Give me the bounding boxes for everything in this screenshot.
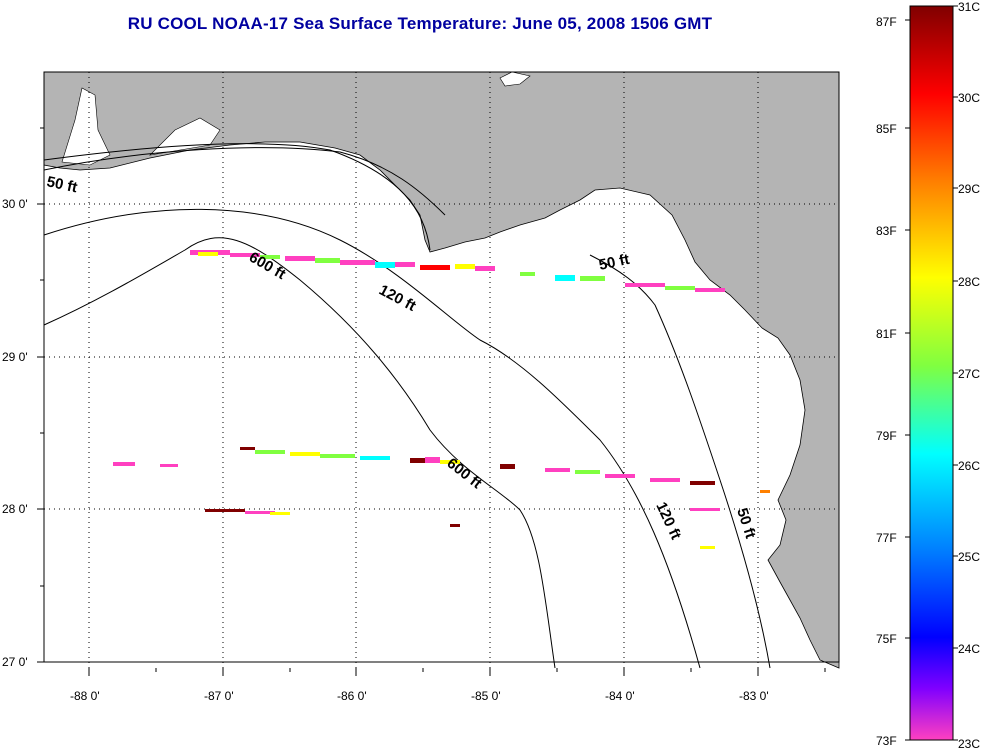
colorbar-f-label: 85F: [876, 122, 897, 136]
colorbar-f-label: 83F: [876, 224, 897, 238]
lon-label: -85 0': [471, 689, 501, 703]
colorbar-ticks: [905, 5, 958, 741]
land-inlet: [61, 87, 111, 166]
map-title: RU COOL NOAA-17 Sea Surface Temperature:…: [127, 14, 713, 33]
colorbar-f-label: 73F: [876, 734, 897, 748]
colorbar-f-label: 79F: [876, 429, 897, 443]
colorbar-c-label: 24C: [958, 642, 980, 656]
contour-600ft: [43, 237, 556, 669]
lon-label: -88 0': [70, 689, 100, 703]
colorbar-c-label: 25C: [958, 550, 980, 564]
depth-label: 50 ft: [597, 251, 631, 274]
shoreline-offshore: [43, 143, 431, 251]
lat-label: 29 0': [2, 350, 28, 364]
sst-swath-south: [113, 447, 770, 549]
colorbar-c-label: 30C: [958, 91, 980, 105]
colorbar-f-label: 81F: [876, 327, 897, 341]
sst-swath-north: [190, 250, 725, 292]
lat-label: 27 0': [2, 655, 28, 669]
lat-label: 30 0': [2, 197, 28, 211]
lon-label: -83 0': [739, 689, 769, 703]
land-inlet: [149, 117, 221, 156]
contour-50ft: [43, 147, 446, 216]
lon-label: -84 0': [605, 689, 635, 703]
colorbar-c-label: 31C: [958, 0, 980, 14]
lon-label: -86 0': [337, 689, 367, 703]
colorbar-c-label: 29C: [958, 182, 980, 196]
lon-label: -87 0': [204, 689, 234, 703]
colorbar-c-label: 26C: [958, 459, 980, 473]
colorbar-f-label: 87F: [876, 15, 897, 29]
colorbar-c-label: 27C: [958, 367, 980, 381]
contour-120ft: [43, 208, 701, 669]
lat-label: 28 0': [2, 502, 28, 516]
colorbar-gradient: [909, 5, 954, 741]
land-mass: [43, 71, 840, 669]
land-inlet: [499, 71, 531, 87]
depth-label: 50 ft: [45, 173, 79, 196]
colorbar-f-label: 75F: [876, 632, 897, 646]
colorbar-c-label: 28C: [958, 275, 980, 289]
map-frame: [43, 71, 840, 663]
colorbar-f-label: 77F: [876, 531, 897, 545]
axis-ticks: [37, 127, 826, 676]
colorbar-c-label: 23C: [958, 737, 980, 751]
